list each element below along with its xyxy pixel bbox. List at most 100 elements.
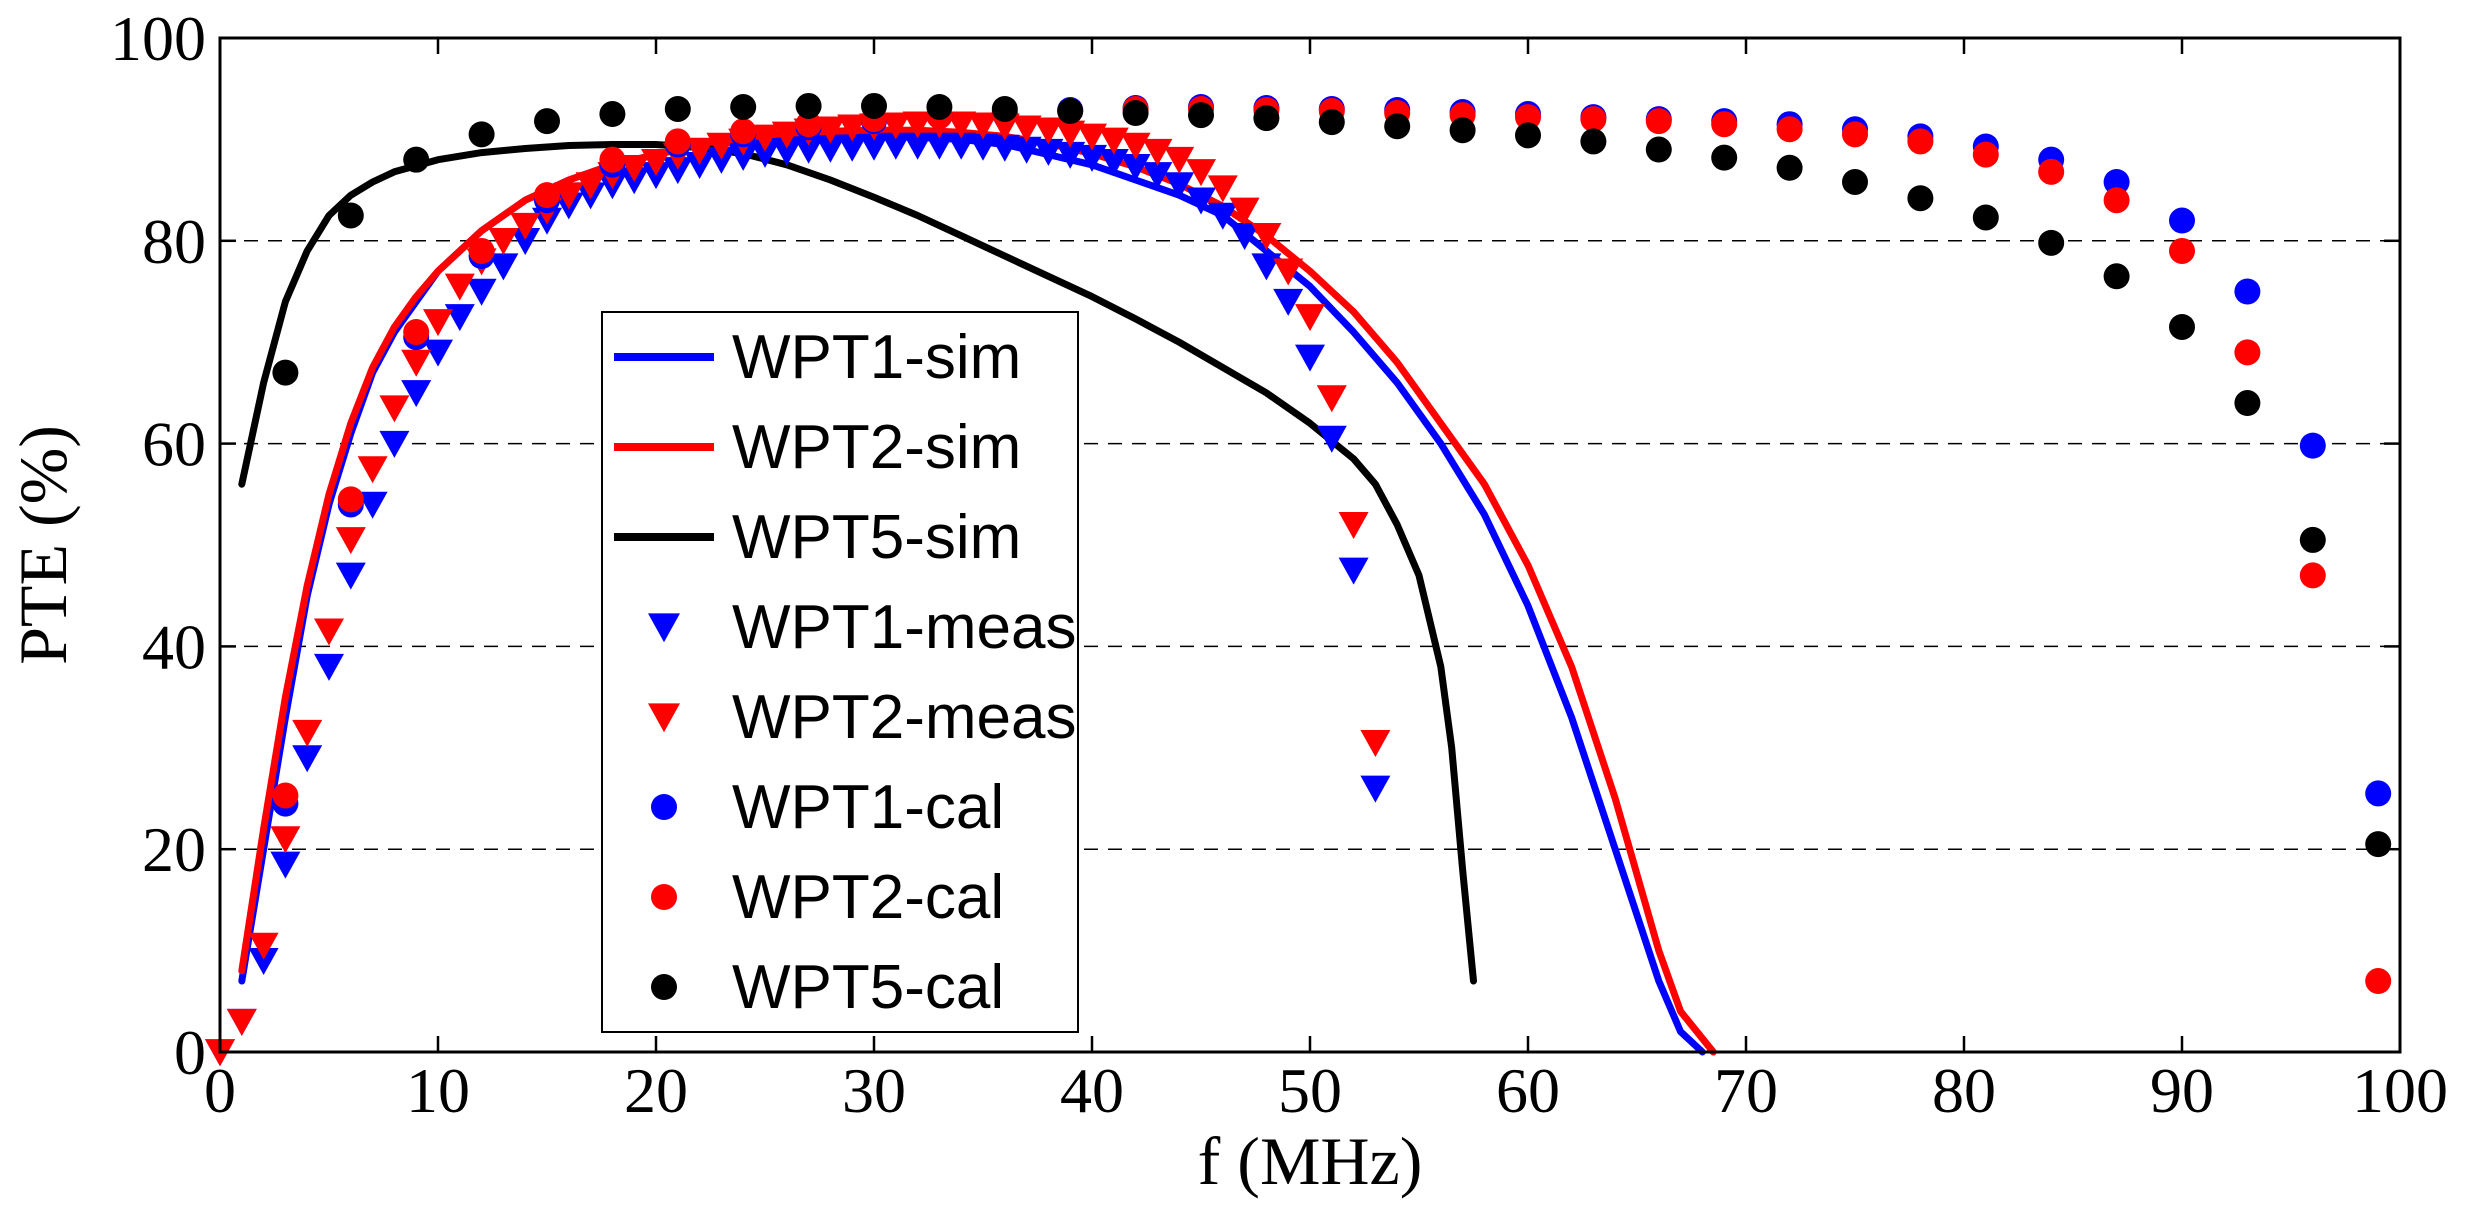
point-wpt2-meas-28 <box>815 116 846 144</box>
point-wpt2-meas-14 <box>510 212 541 240</box>
point-wpt2-cal-27 <box>2038 158 2065 185</box>
point-wpt1-meas-6 <box>335 562 366 590</box>
legend-label-wpt5-sim: WPT5-sim <box>732 503 1021 572</box>
point-wpt2-meas-34 <box>946 111 977 139</box>
series-layer <box>205 92 2392 1067</box>
point-wpt1-meas-34 <box>946 132 977 160</box>
point-wpt2-meas-19 <box>619 155 650 183</box>
point-wpt1-cal-29 <box>2169 207 2195 234</box>
point-wpt1-meas-26 <box>771 138 802 166</box>
x-tick-label-0: 0 <box>204 1055 236 1126</box>
point-wpt2-cal-6 <box>664 128 691 155</box>
point-wpt2-cal-7 <box>730 118 757 145</box>
point-wpt1-meas-32 <box>902 132 933 160</box>
point-wpt5-cal-2 <box>403 146 430 173</box>
series-wpt2-cal <box>272 95 2392 995</box>
point-wpt5-cal-10 <box>926 93 953 120</box>
point-wpt2-meas-45 <box>1186 159 1216 187</box>
point-wpt2-cal-32 <box>2365 968 2392 995</box>
point-wpt1-meas-48 <box>1251 253 1282 281</box>
point-wpt5-cal-14 <box>1188 102 1214 129</box>
point-wpt2-cal-8 <box>795 111 822 138</box>
point-wpt5-cal-0 <box>272 359 299 386</box>
legend-item-wpt5-sim: WPT5-sim <box>614 503 1021 572</box>
point-wpt1-meas-33 <box>924 132 955 160</box>
point-wpt5-cal-15 <box>1253 105 1280 132</box>
point-wpt5-cal-28 <box>2103 263 2130 290</box>
point-wpt1-meas-49 <box>1273 288 1304 316</box>
point-wpt1-meas-9 <box>401 380 432 408</box>
legend-label-wpt1-sim: WPT1-sim <box>732 323 1021 392</box>
point-wpt5-cal-16 <box>1318 109 1345 136</box>
legend-label-wpt5-cal: WPT5-cal <box>732 953 1004 1022</box>
point-wpt2-meas-29 <box>837 114 868 142</box>
point-wpt1-meas-5 <box>314 653 344 681</box>
legend-label-wpt2-cal: WPT2-cal <box>732 863 1004 932</box>
point-wpt2-meas-51 <box>1316 385 1347 413</box>
point-wpt5-cal-22 <box>1711 144 1738 171</box>
point-wpt1-meas-36 <box>989 134 1020 162</box>
point-wpt2-cal-28 <box>2103 187 2130 214</box>
point-wpt1-cal-28 <box>2103 168 2130 195</box>
point-wpt2-meas-39 <box>1055 120 1086 148</box>
point-wpt5-cal-25 <box>1907 185 1934 212</box>
point-wpt1-meas-51 <box>1316 425 1347 453</box>
point-wpt1-meas-44 <box>1164 172 1195 200</box>
x-tick-label-60: 60 <box>1496 1055 1560 1126</box>
legend-label-wpt2-meas: WPT2-meas <box>732 683 1076 752</box>
point-wpt1-meas-42 <box>1120 154 1151 182</box>
point-wpt2-meas-47 <box>1229 197 1260 225</box>
point-wpt1-meas-35 <box>968 133 998 161</box>
point-wpt1-meas-11 <box>444 304 475 332</box>
point-wpt2-cal-3 <box>468 237 495 264</box>
point-wpt1-cal-30 <box>2234 278 2261 305</box>
legend-item-wpt2-cal: WPT2-cal <box>651 863 1004 932</box>
point-wpt5-cal-29 <box>2169 313 2195 340</box>
point-wpt1-meas-40 <box>1077 144 1107 172</box>
point-wpt2-meas-20 <box>641 148 671 176</box>
legend-item-wpt2-sim: WPT2-sim <box>614 413 1021 482</box>
point-wpt2-meas-31 <box>880 112 911 140</box>
point-wpt5-cal-17 <box>1384 113 1411 140</box>
y-tick-label-100: 100 <box>110 3 206 74</box>
point-wpt1-meas-27 <box>793 136 824 164</box>
legend-box <box>601 311 1079 1033</box>
point-wpt2-meas-43 <box>1142 138 1173 166</box>
point-wpt2-cal-25 <box>1907 128 1934 155</box>
point-wpt1-meas-39 <box>1055 141 1086 169</box>
x-tick-label-40: 40 <box>1060 1055 1124 1126</box>
point-wpt2-meas-52 <box>1338 511 1369 539</box>
point-wpt5-cal-24 <box>1842 168 1868 195</box>
series-wpt5-cal <box>272 92 2392 858</box>
point-wpt1-meas-14 <box>510 228 541 256</box>
point-wpt2-cal-21 <box>1645 108 1672 135</box>
point-wpt1-cal-32 <box>2365 780 2392 807</box>
point-wpt2-meas-23 <box>706 132 737 160</box>
point-wpt5-cal-11 <box>991 95 1018 122</box>
series-wpt5-sim <box>238 141 1477 985</box>
point-wpt1-meas-30 <box>859 133 889 161</box>
point-wpt1-meas-23 <box>706 146 737 174</box>
legend-item-wpt1-sim: WPT1-sim <box>614 323 1021 392</box>
point-wpt2-cal-23 <box>1776 116 1803 143</box>
point-wpt2-meas-9 <box>401 349 432 377</box>
point-wpt2-meas-26 <box>771 121 802 149</box>
legend-label-wpt2-sim: WPT2-sim <box>732 413 1021 482</box>
legend-items: WPT1-sim WPT2-sim WPT5-sim WPT1-meas WPT2-me… <box>614 323 1076 1022</box>
x-axis-title: f (MHz) <box>1198 1123 1423 1199</box>
legend-swatch-wpt5-cal <box>651 974 677 1000</box>
x-tick-label-80: 80 <box>1932 1055 1996 1126</box>
point-wpt5-cal-8 <box>795 92 822 119</box>
point-wpt2-meas-46 <box>1207 175 1238 203</box>
y-tick-label-80: 80 <box>142 206 206 277</box>
x-tick-label-90: 90 <box>2150 1055 2214 1126</box>
legend-item-wpt1-cal: WPT1-cal <box>651 773 1004 842</box>
point-wpt5-cal-31 <box>2299 526 2326 553</box>
point-wpt2-meas-2 <box>248 932 279 960</box>
legend: WPT1-sim WPT2-sim WPT5-sim WPT1-meas WPT2-me… <box>601 311 1079 1033</box>
y-tick-label-60: 60 <box>142 409 206 480</box>
legend-swatch-wpt1-cal <box>651 794 677 820</box>
legend-swatch-wpt2-meas <box>648 703 680 733</box>
